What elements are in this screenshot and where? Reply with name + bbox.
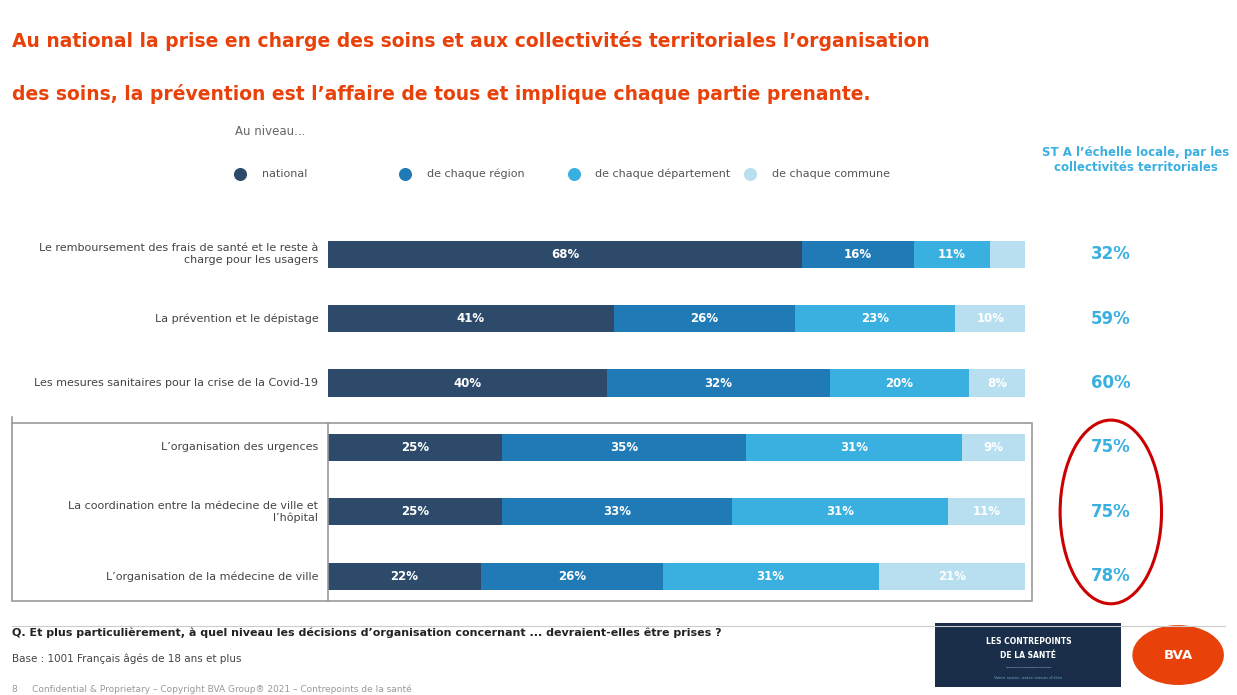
Text: Les mesures sanitaires pour la crise de la Covid-19: Les mesures sanitaires pour la crise de … bbox=[35, 378, 318, 388]
Bar bbox=[502, 498, 732, 525]
Text: 23%: 23% bbox=[861, 312, 889, 325]
Text: 35%: 35% bbox=[610, 441, 638, 454]
Text: 31%: 31% bbox=[826, 505, 855, 518]
Text: 10%: 10% bbox=[976, 312, 1004, 325]
Text: 60%: 60% bbox=[1091, 374, 1131, 392]
Bar bbox=[328, 240, 802, 268]
Text: des soins, la prévention est l’affaire de tous et implique chaque partie prenant: des soins, la prévention est l’affaire d… bbox=[12, 85, 871, 104]
Text: Au niveau...: Au niveau... bbox=[235, 125, 306, 138]
Bar bbox=[795, 305, 955, 332]
FancyBboxPatch shape bbox=[935, 623, 1122, 687]
Text: La coordination entre la médecine de ville et
l’hôpital: La coordination entre la médecine de vil… bbox=[68, 501, 318, 523]
Text: Base : 1001 Français âgés de 18 ans et plus: Base : 1001 Français âgés de 18 ans et p… bbox=[12, 654, 242, 664]
Text: 8%: 8% bbox=[987, 377, 1007, 389]
Text: 26%: 26% bbox=[690, 312, 719, 325]
Bar bbox=[962, 434, 1025, 461]
Bar bbox=[328, 305, 614, 332]
Text: 32%: 32% bbox=[1091, 245, 1131, 263]
Text: de chaque région: de chaque région bbox=[427, 168, 524, 179]
Bar bbox=[830, 370, 970, 397]
Text: Au national la prise en charge des soins et aux collectivités territoriales l’or: Au national la prise en charge des soins… bbox=[12, 31, 930, 51]
Text: 31%: 31% bbox=[840, 441, 868, 454]
Text: L’organisation de la médecine de ville: L’organisation de la médecine de ville bbox=[106, 571, 318, 582]
Bar bbox=[732, 498, 949, 525]
Bar bbox=[502, 434, 746, 461]
Text: 16%: 16% bbox=[844, 247, 872, 261]
Text: 33%: 33% bbox=[604, 505, 631, 518]
Text: 25%: 25% bbox=[401, 505, 429, 518]
Bar bbox=[328, 434, 502, 461]
Text: 26%: 26% bbox=[558, 570, 586, 583]
Text: L’organisation des urgences: L’organisation des urgences bbox=[161, 443, 318, 452]
Bar bbox=[606, 370, 830, 397]
Text: de chaque commune: de chaque commune bbox=[772, 169, 889, 179]
Bar bbox=[802, 240, 914, 268]
Text: national: national bbox=[262, 169, 307, 179]
Text: LES CONTREPOINTS: LES CONTREPOINTS bbox=[986, 637, 1071, 646]
Text: 11%: 11% bbox=[938, 247, 966, 261]
Bar bbox=[914, 240, 991, 268]
Bar bbox=[328, 370, 606, 397]
Bar bbox=[970, 370, 1025, 397]
Text: 25%: 25% bbox=[401, 441, 429, 454]
Text: DE LA SANTÉ: DE LA SANTÉ bbox=[1001, 651, 1056, 660]
Text: 75%: 75% bbox=[1091, 439, 1131, 457]
Text: Q. Et plus particulièrement, à quel niveau les décisions d’organisation concerna: Q. Et plus particulièrement, à quel nive… bbox=[12, 628, 722, 638]
Bar bbox=[991, 240, 1025, 268]
Text: 75%: 75% bbox=[1091, 503, 1131, 521]
Text: 41%: 41% bbox=[456, 312, 485, 325]
Bar bbox=[878, 563, 1025, 590]
Bar bbox=[328, 498, 502, 525]
Text: ────────────────: ──────────────── bbox=[1006, 665, 1051, 670]
Bar bbox=[614, 305, 795, 332]
Text: 11%: 11% bbox=[972, 505, 1001, 518]
Text: 20%: 20% bbox=[886, 377, 914, 389]
Text: 59%: 59% bbox=[1091, 309, 1131, 327]
Text: 31%: 31% bbox=[757, 570, 784, 583]
Text: 8     Confidential & Proprietary – Copyright BVA Group® 2021 – Contrepoints de l: 8 Confidential & Proprietary – Copyright… bbox=[12, 685, 412, 694]
Bar bbox=[746, 434, 962, 461]
Text: Votre santé, notre raison d'être: Votre santé, notre raison d'être bbox=[995, 676, 1063, 680]
Text: ST A l’échelle locale, par les
collectivités territoriales: ST A l’échelle locale, par les collectiv… bbox=[1042, 146, 1230, 174]
Bar bbox=[955, 305, 1025, 332]
Text: 22%: 22% bbox=[391, 570, 418, 583]
Text: 32%: 32% bbox=[704, 377, 732, 389]
Text: 21%: 21% bbox=[938, 570, 966, 583]
Text: La prévention et le dépistage: La prévention et le dépistage bbox=[155, 313, 318, 324]
Text: 40%: 40% bbox=[453, 377, 481, 389]
Circle shape bbox=[1133, 626, 1223, 685]
Text: Le remboursement des frais de santé et le reste à
charge pour les usagers: Le remboursement des frais de santé et l… bbox=[40, 243, 318, 265]
Text: 9%: 9% bbox=[983, 441, 1003, 454]
Text: 78%: 78% bbox=[1091, 567, 1131, 585]
Bar bbox=[328, 563, 481, 590]
Text: 68%: 68% bbox=[550, 247, 579, 261]
Bar bbox=[481, 563, 663, 590]
Text: BVA: BVA bbox=[1164, 648, 1192, 662]
Bar bbox=[663, 563, 878, 590]
Text: de chaque département: de chaque département bbox=[595, 168, 731, 179]
Bar bbox=[949, 498, 1025, 525]
